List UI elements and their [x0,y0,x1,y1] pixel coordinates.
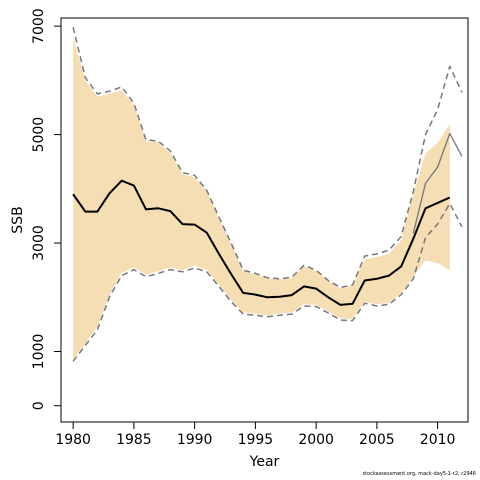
x-tick-label: 1990 [177,432,213,448]
y-axis-label: SSB [10,206,26,233]
x-tick-label: 2005 [359,432,395,448]
y-tick-label: 1000 [31,334,47,370]
series-line-2 [72,27,463,289]
x-tick-label: 2000 [298,432,334,448]
x-tick-label: 2010 [420,432,456,448]
series-lines [72,27,463,362]
ssb-confidence-band [73,37,450,360]
series-line-3 [72,202,463,362]
footer-credit: stockassessment.org, mack-day5-1-r2, r29… [362,471,476,477]
y-tick-label: 5000 [31,117,47,153]
x-tick-label: 1985 [116,432,152,448]
x-axis-label: Year [249,454,280,470]
y-tick-label: 7000 [31,8,47,44]
y-tick-label: 3000 [31,225,47,261]
confidence-band [73,37,450,360]
x-tick-label: 1980 [55,432,91,448]
y-axis: 0 1000 3000 5000 7000 [31,8,62,410]
series-line-0 [72,179,451,306]
series-line-1 [412,132,463,234]
x-axis: 1980 1985 1990 1995 2000 2005 2010 [55,421,456,448]
x-tick-label: 1995 [238,432,274,448]
y-tick-label: 0 [31,401,47,410]
